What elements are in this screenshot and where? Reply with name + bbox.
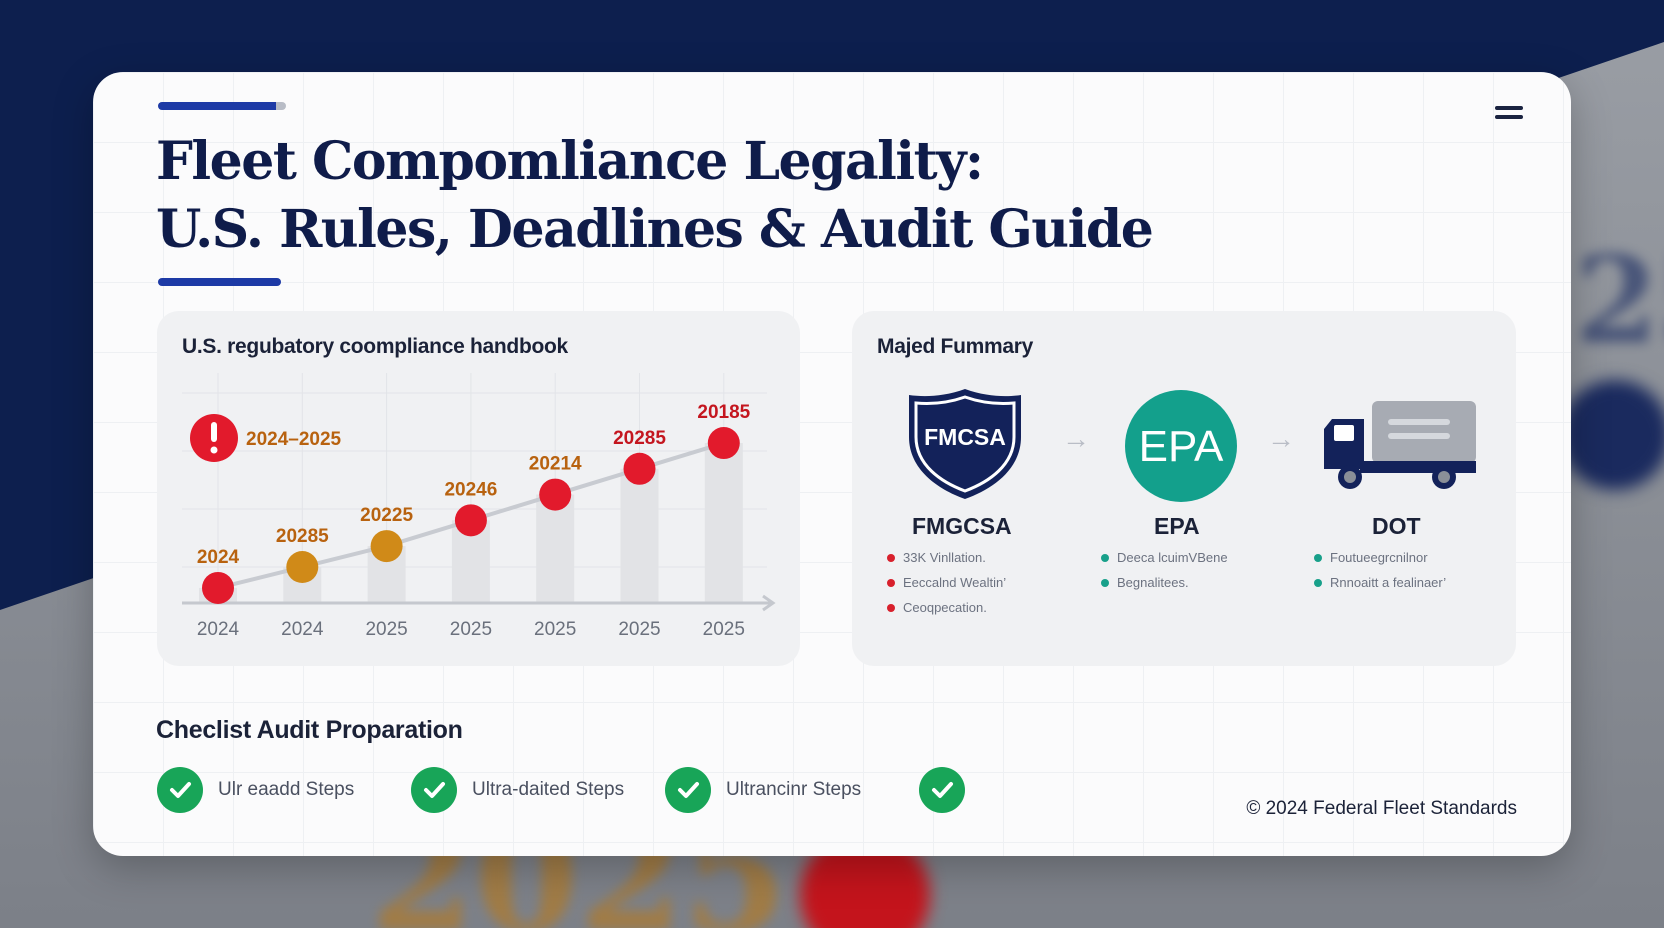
summary-panel-title: Majed Fummary — [877, 335, 1033, 358]
checkmark-icon — [665, 767, 711, 813]
dot-bullet-list: Foutueegrcnilnor Rnnoaitt a fealinaer’ — [1312, 545, 1446, 595]
chart-x-axis-arrow — [762, 594, 776, 612]
chart-point-label: 20185 — [697, 402, 750, 423]
list-item: Rnnoaitt a fealinaer’ — [1312, 570, 1446, 595]
chart-point — [286, 551, 319, 584]
epa-bullet-list: Deeca lcuimVBene Begnalitees. — [1099, 545, 1228, 595]
checklist-item-label: Ultrancinr Steps — [726, 779, 862, 800]
page-title-line-2: U.S. Rules, Deadlines & Audit Guide — [156, 199, 1154, 260]
checkmark-icon — [157, 767, 203, 813]
fmcsa-shield-icon: FMCSA — [909, 389, 1021, 499]
alert-marker: 2024–2025 — [190, 414, 342, 462]
checklist-item-label: Ultra-daited Steps — [472, 779, 625, 800]
checkmark-icon — [919, 767, 965, 813]
agency-name-fmcsa: FMGCSA — [912, 513, 1012, 539]
handbook-panel-title: U.S. regubatory coompliance handbook — [182, 335, 568, 358]
checklist-item-4[interactable] — [919, 766, 980, 814]
epa-circle-icon: EPA — [1125, 390, 1237, 502]
page-title-line-1: Fleet Compomliance Legality: — [156, 131, 984, 192]
checklist-item-1[interactable]: Ulr eaadd Steps — [157, 766, 354, 814]
fmcsa-badge-text: FMCSA — [924, 424, 1006, 450]
chart-bar — [704, 443, 743, 603]
chart-bars — [199, 443, 743, 603]
chart-point-label: 2024 — [197, 547, 240, 568]
chart-tick-label: 2025 — [365, 619, 407, 640]
background-blur-navy-circle — [1560, 380, 1664, 490]
major-summary-panel: Majed Fummary FMCSA → EPA → FMGCSA EPA D… — [852, 311, 1516, 666]
fmcsa-bullet-list: 33K Vinllation. Eeccalnd Wealtin’ Ceoqpe… — [885, 545, 1006, 620]
chart-point-label: 20214 — [529, 454, 582, 475]
list-item: Begnalitees. — [1099, 570, 1228, 595]
chart-tick-label: 2025 — [534, 619, 576, 640]
agency-name-dot: DOT — [1372, 513, 1421, 539]
title-accent-bar-bottom — [158, 278, 281, 286]
background-blur-year-right: 25 — [1575, 230, 1664, 371]
chart-point-label: 20246 — [444, 479, 497, 500]
chart-tick-labels: 2024 2024 2025 2025 2025 2025 2025 — [197, 619, 745, 640]
checklist-title: Checlist Audit Proparation — [156, 716, 463, 744]
chart-tick-label: 2025 — [703, 619, 745, 640]
chart-point — [202, 571, 234, 604]
epa-badge-text: EPA — [1139, 422, 1224, 471]
alert-label: 2024–2025 — [246, 429, 342, 450]
copyright-text: © 2024 Federal Fleet Standards — [1246, 798, 1517, 819]
chart-tick-label: 2024 — [281, 619, 324, 640]
list-item: Eeccalnd Wealtin’ — [885, 570, 1006, 595]
chart-point-label: 20285 — [276, 526, 329, 547]
checklist-item-3[interactable]: Ultrancinr Steps — [665, 766, 861, 814]
chart-point-label: 20225 — [360, 505, 413, 526]
chart-point — [707, 427, 740, 460]
chart-points: 2024 20285 20225 20246 20214 20285 20185 — [197, 402, 751, 604]
checklist-item-label: Ulr eaadd Steps — [218, 779, 355, 800]
agency-name-epa: EPA — [1154, 513, 1200, 539]
checklist-item-2[interactable]: Ultra-daited Steps — [411, 766, 624, 814]
main-card: Fleet Compomliance Legality: U.S. Rules,… — [93, 72, 1571, 856]
page-title: Fleet Compomliance Legality: U.S. Rules,… — [156, 128, 1154, 264]
truck-icon — [1324, 401, 1476, 489]
arrow-right-icon: → — [1267, 423, 1295, 454]
deadline-chart: 2024–2025 202420285202252024620214202852… — [182, 373, 776, 640]
list-item: Foutueegrcnilnor — [1312, 545, 1446, 570]
title-accent-bar-top — [158, 102, 286, 110]
list-item: Ceoqpecation. — [885, 595, 1006, 620]
chart-point — [623, 452, 656, 485]
chart-point — [454, 504, 487, 537]
arrow-right-icon: → — [1062, 423, 1090, 454]
chart-bar — [536, 494, 575, 603]
chart-point — [539, 478, 572, 511]
chart-bar — [620, 468, 659, 603]
chart-point-label: 20285 — [613, 428, 666, 449]
list-item: Deeca lcuimVBene — [1099, 545, 1228, 570]
chart-tick-label: 2025 — [618, 619, 660, 640]
chart-tick-label: 2024 — [197, 619, 240, 640]
list-item: 33K Vinllation. — [885, 545, 1006, 570]
chart-point — [370, 530, 403, 563]
compliance-handbook-panel: U.S. regubatory coompliance handbook 202… — [157, 311, 800, 666]
checkmark-icon — [411, 767, 457, 813]
chart-tick-label: 2025 — [450, 619, 492, 640]
menu-icon[interactable] — [1495, 106, 1523, 122]
